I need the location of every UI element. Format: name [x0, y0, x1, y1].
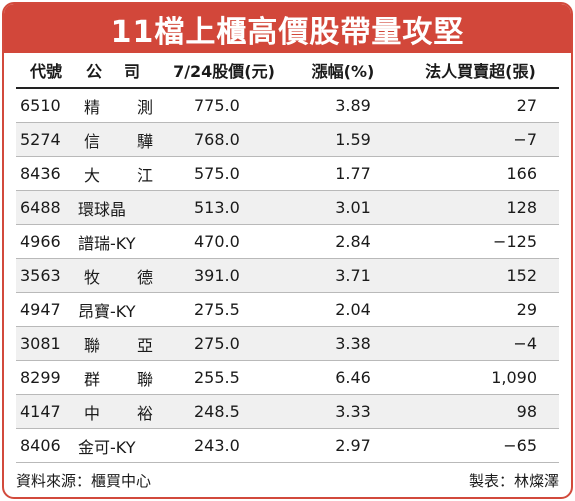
cell-change: 6.46 [335, 368, 371, 387]
cell-code: 4966 [20, 232, 61, 251]
cell-name: 群聯 [84, 369, 154, 389]
cell-name: 譜瑞-KY [78, 233, 136, 253]
cell-change: 2.97 [335, 436, 371, 455]
cell-price: 275.5 [194, 300, 240, 319]
cell-code: 4947 [20, 300, 61, 319]
cell-net: −65 [503, 436, 537, 455]
cell-code: 8406 [20, 436, 61, 455]
cell-change: 2.04 [335, 300, 371, 319]
cell-name: 環球晶 [78, 199, 127, 219]
cell-change: 1.59 [335, 130, 371, 149]
cell-code: 6510 [20, 96, 61, 115]
cell-change: 3.89 [335, 96, 371, 115]
table-row: 3081 聯亞 275.0 3.38 −4 [16, 327, 559, 361]
cell-name: 金可-KY [78, 437, 136, 457]
cell-net: 1,090 [491, 368, 537, 387]
cell-name: 昂寶-KY [78, 301, 136, 321]
table-row: 3563 牧德 391.0 3.71 152 [16, 259, 559, 293]
cell-change: 3.33 [335, 402, 371, 421]
cell-code: 4147 [20, 402, 61, 421]
cell-price: 575.0 [194, 164, 240, 183]
page-title: 11檔上櫃高價股帶量攻堅 [110, 14, 465, 50]
table-row: 8436 大江 575.0 1.77 166 [16, 157, 559, 191]
header-change: 漲幅(%) [311, 62, 375, 81]
cell-change: 3.38 [335, 334, 371, 353]
cell-price: 768.0 [194, 130, 240, 149]
cell-net: 152 [506, 266, 537, 285]
cell-name: 聯亞 [84, 335, 154, 355]
table-row: 4966 譜瑞-KY 470.0 2.84 −125 [16, 225, 559, 259]
table-row: 4147 中裕 248.5 3.33 98 [16, 395, 559, 429]
cell-code: 5274 [20, 130, 61, 149]
source-note: 資料來源：櫃買中心 [16, 471, 152, 490]
cell-price: 243.0 [194, 436, 240, 455]
cell-net: 166 [506, 164, 537, 183]
cell-change: 2.84 [335, 232, 371, 251]
cell-name: 中裕 [84, 403, 154, 423]
cell-name: 信驊 [84, 131, 154, 151]
cell-price: 775.0 [194, 96, 240, 115]
cell-change: 3.01 [335, 198, 371, 217]
stock-table: 代號 公司 7/24股價(元) 漲幅(%) 法人買賣超(張) 6510 精測 775… [4, 53, 571, 463]
cell-price: 391.0 [194, 266, 240, 285]
cell-name: 精測 [84, 97, 154, 117]
cell-change: 1.77 [335, 164, 371, 183]
cell-price: 513.0 [194, 198, 240, 217]
cell-name: 牧德 [84, 267, 154, 287]
cell-change: 3.71 [335, 266, 371, 285]
footer: 資料來源：櫃買中心 製表：林燦澤 [16, 469, 559, 491]
cell-code: 6488 [20, 198, 61, 217]
cell-price: 470.0 [194, 232, 240, 251]
cell-price: 255.5 [194, 368, 240, 387]
credit-note: 製表：林燦澤 [468, 471, 559, 490]
cell-net: 128 [506, 198, 537, 217]
cell-net: 29 [516, 300, 537, 319]
cell-price: 275.0 [194, 334, 240, 353]
table-row: 8299 群聯 255.5 6.46 1,090 [16, 361, 559, 395]
cell-net: −125 [493, 232, 537, 251]
cell-net: 27 [516, 96, 537, 115]
cell-code: 3563 [20, 266, 61, 285]
title-bar: 11檔上櫃高價股帶量攻堅 [4, 4, 571, 53]
table-header: 代號 公司 7/24股價(元) 漲幅(%) 法人買賣超(張) [16, 53, 559, 89]
cell-name: 大江 [84, 165, 154, 185]
header-name: 公司 [86, 62, 154, 81]
cell-code: 8436 [20, 164, 61, 183]
table-body: 6510 精測 775.0 3.89 27 5274 信驊 768.0 1.59 −7 8436 大江… [16, 89, 559, 463]
cell-price: 248.5 [194, 402, 240, 421]
cell-code: 3081 [20, 334, 61, 353]
table-row: 6510 精測 775.0 3.89 27 [16, 89, 559, 123]
table-row: 6488 環球晶 513.0 3.01 128 [16, 191, 559, 225]
cell-net: 98 [516, 402, 537, 421]
header-net: 法人買賣超(張) [425, 62, 536, 81]
header-price: 7/24股價(元) [173, 62, 275, 81]
cell-code: 8299 [20, 368, 61, 387]
table-row: 5274 信驊 768.0 1.59 −7 [16, 123, 559, 157]
header-code: 代號 [29, 62, 62, 81]
table-row: 8406 金可-KY 243.0 2.97 −65 [16, 429, 559, 463]
table-row: 4947 昂寶-KY 275.5 2.04 29 [16, 293, 559, 327]
cell-net: −4 [513, 334, 537, 353]
cell-net: −7 [513, 130, 537, 149]
